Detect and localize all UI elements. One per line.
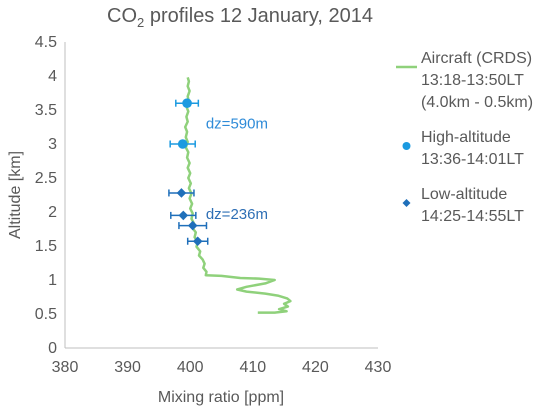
diamond-marker-icon [396,192,417,207]
y-tick-label: 4.5 [35,34,57,51]
legend-aircraft-line3: (4.0km - 0.5km) [421,94,534,111]
line-swatch-icon [396,56,417,69]
legend-aircraft-line1: Aircraft (CRDS) [421,50,533,67]
x-tick-label: 390 [114,359,141,376]
chart-title-main: CO [107,5,137,27]
legend-high-line2: 13:36-14:01LT [421,151,524,168]
x-tick-label: 420 [302,359,329,376]
y-tick-label: 1 [48,272,57,289]
legend-low-line1: Low-altitude [421,186,508,203]
chart-title-rest: profiles 12 January, 2014 [144,5,373,27]
dz-annotation: dz=236m [206,206,268,223]
x-tick-label: 400 [177,359,204,376]
x-tick-label: 430 [365,359,392,376]
legend-high-line1: High-altitude [421,129,511,146]
y-tick-label: 3 [48,136,57,153]
y-tick-label: 0 [48,340,57,357]
legend: Aircraft (CRDS) 13:18-13:50LT (4.0km - 0… [396,48,546,241]
low-altitude-point [187,220,198,231]
legend-aircraft-line2: 13:18-13:50LT [421,72,524,89]
dz-annotation: dz=590m [206,116,268,133]
aircraft-profile-line [183,77,292,314]
low-altitude-point [178,210,189,221]
y-tick-label: 2 [48,204,57,221]
legend-entry-low-altitude: Low-altitude 14:25-14:55LT [396,184,546,228]
chart-title: CO2 profiles 12 January, 2014 [107,5,373,30]
low-altitude-point [176,188,187,198]
y-tick-label: 2.5 [35,170,57,187]
circle-marker-icon [396,135,417,150]
chart-title-subscript: 2 [137,15,144,30]
legend-low-line2: 14:25-14:55LT [421,208,524,225]
x-axis-label: Mixing ratio [ppm] [158,389,284,406]
low-altitude-point [192,236,203,247]
y-axis-label: Altitude [km] [7,151,24,239]
x-tick-label: 380 [52,359,79,376]
high-altitude-point [182,98,192,108]
y-tick-label: 0.5 [35,306,57,323]
y-tick-label: 3.5 [35,102,57,119]
legend-entry-high-altitude: High-altitude 13:36-14:01LT [396,127,546,171]
y-tick-label: 1.5 [35,238,57,255]
y-tick-label: 4 [48,68,57,85]
x-tick-label: 410 [239,359,266,376]
legend-entry-aircraft: Aircraft (CRDS) 13:18-13:50LT (4.0km - 0… [396,48,546,114]
high-altitude-point [177,139,188,149]
